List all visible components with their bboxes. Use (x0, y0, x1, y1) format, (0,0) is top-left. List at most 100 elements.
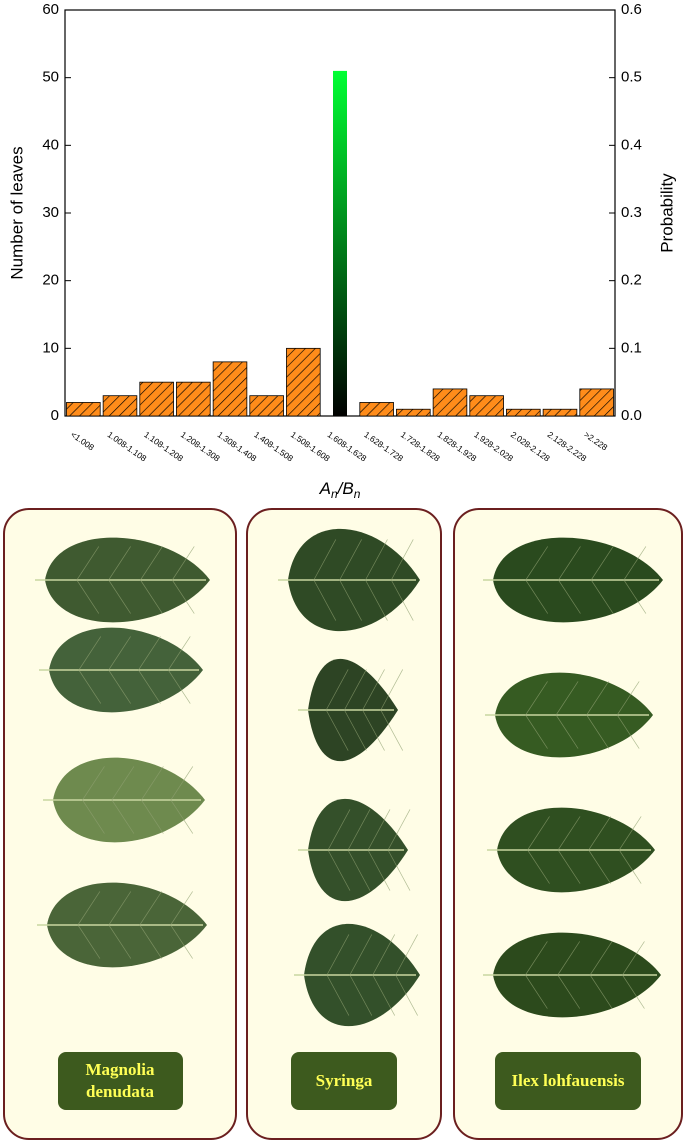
leaf-vein (78, 636, 102, 704)
leaf-vein (367, 809, 391, 891)
bar-hatch (543, 409, 577, 416)
y-tick-label: 10 (42, 339, 59, 356)
leaf-images (278, 528, 420, 1027)
leaf-vein (141, 766, 164, 834)
x-tick-label: <1.008 (69, 429, 96, 452)
leaf-vein (349, 934, 373, 1016)
bar-hatch (66, 402, 101, 416)
leaf-vein (372, 934, 396, 1016)
leaf-vein (616, 681, 640, 749)
leaf-images (483, 537, 663, 1018)
bar-hatch (433, 388, 467, 416)
leaf-vein (525, 546, 549, 614)
panel: Magnolia denudata (3, 508, 237, 1140)
bar-hatch (579, 388, 614, 416)
y2-tick-label: 0.1 (621, 339, 642, 356)
bar-hatch (176, 382, 211, 416)
leaf-vein (77, 891, 101, 959)
leaf-vein (362, 669, 385, 751)
x-tick-label: 1.508-1.608 (289, 429, 332, 463)
leaf-vein (390, 539, 414, 621)
leaf-vein (325, 669, 349, 751)
leaf-vein (167, 636, 191, 704)
leaf-vein (339, 539, 362, 621)
leaf-vein (108, 546, 131, 614)
bar-hatch (213, 361, 247, 416)
leaf-vein (623, 546, 647, 614)
leaf-vein (170, 891, 193, 959)
species-label: Magnolia denudata (57, 1052, 183, 1110)
leaf-vein (171, 546, 195, 614)
x-tick-label: 1.408-1.508 (252, 429, 295, 463)
leaf-vein (589, 941, 613, 1009)
leaf-vein (525, 941, 548, 1009)
leaf-vein (557, 941, 581, 1009)
x-tick-label: 1.628-1.728 (362, 429, 405, 463)
species-label: Ilex lohfauensis (495, 1052, 641, 1110)
y2-tick-label: 0.0 (621, 407, 642, 424)
leaf-vein (622, 941, 645, 1009)
leaf-vein (395, 934, 418, 1016)
y-tick-label: 30 (42, 204, 59, 221)
leaf-vein (139, 891, 163, 959)
y-axis-label: Number of leaves (7, 146, 26, 279)
bar-hatch (469, 395, 504, 416)
x-tick-label: 1.108-1.208 (142, 429, 185, 463)
leaf-vein (387, 809, 411, 891)
leaf-vein (527, 816, 550, 884)
bar-hatch (286, 348, 321, 416)
leaf-vein (76, 546, 100, 614)
x-axis-label: An/Bn (319, 479, 361, 500)
bar-hatch (139, 382, 174, 416)
y-tick-label: 0 (51, 407, 59, 424)
y2-tick-label: 0.3 (621, 204, 642, 221)
x-tick-label: 1.008-1.108 (106, 429, 149, 463)
x-axis-label-part: n (331, 487, 338, 500)
bar-hatch (359, 402, 394, 416)
leaf-vein (588, 816, 611, 884)
x-tick-label: 1.608-1.628 (326, 429, 369, 463)
y2-axis-label: Probability (657, 173, 676, 253)
panel: Syringa (246, 508, 442, 1140)
panel: Ilex lohfauensis (453, 508, 683, 1140)
species-label: Syringa (291, 1052, 397, 1110)
y2-tick-label: 0.5 (621, 69, 642, 86)
leaf-vein (347, 809, 371, 891)
leaf-vein (344, 669, 367, 751)
leaf-vein (380, 669, 404, 751)
leaf-vein (586, 681, 609, 749)
x-axis-label-part: A (319, 479, 331, 498)
y2-tick-label: 0.6 (621, 1, 642, 18)
leaf-vein (558, 546, 581, 614)
x-tick-label: >2.228 (582, 429, 609, 452)
leaf-vein (327, 809, 351, 891)
x-tick-label: 1.828-1.928 (436, 429, 479, 463)
leaf-vein (365, 539, 388, 621)
bar-hatch (506, 409, 541, 416)
leaf-vein (525, 681, 548, 749)
leaf-vein (82, 766, 105, 834)
bar-hatch (396, 409, 431, 416)
leaf-vein (326, 934, 350, 1016)
leaf-vein (108, 891, 132, 959)
leaf-images (35, 537, 210, 968)
leaf-vein (590, 546, 614, 614)
x-tick-label: 2.028-2.128 (509, 429, 552, 463)
y2-tick-label: 0.4 (621, 136, 642, 153)
leaf-vein (111, 766, 135, 834)
bar-hatch (103, 395, 137, 416)
leaf-vein (138, 636, 161, 704)
y2-tick-label: 0.2 (621, 272, 642, 289)
y-tick-label: 20 (42, 272, 59, 289)
y-tick-label: 40 (42, 136, 59, 153)
x-tick-label: 2.128-2.228 (546, 429, 589, 463)
y-tick-label: 60 (42, 1, 59, 18)
leaf-vein (618, 816, 642, 884)
bar (333, 70, 347, 417)
leaf-vein (555, 681, 579, 749)
x-axis-label-part: n (354, 487, 361, 500)
leaf-vein (108, 636, 131, 704)
y-tick-label: 50 (42, 69, 59, 86)
leaf-vein (557, 816, 581, 884)
